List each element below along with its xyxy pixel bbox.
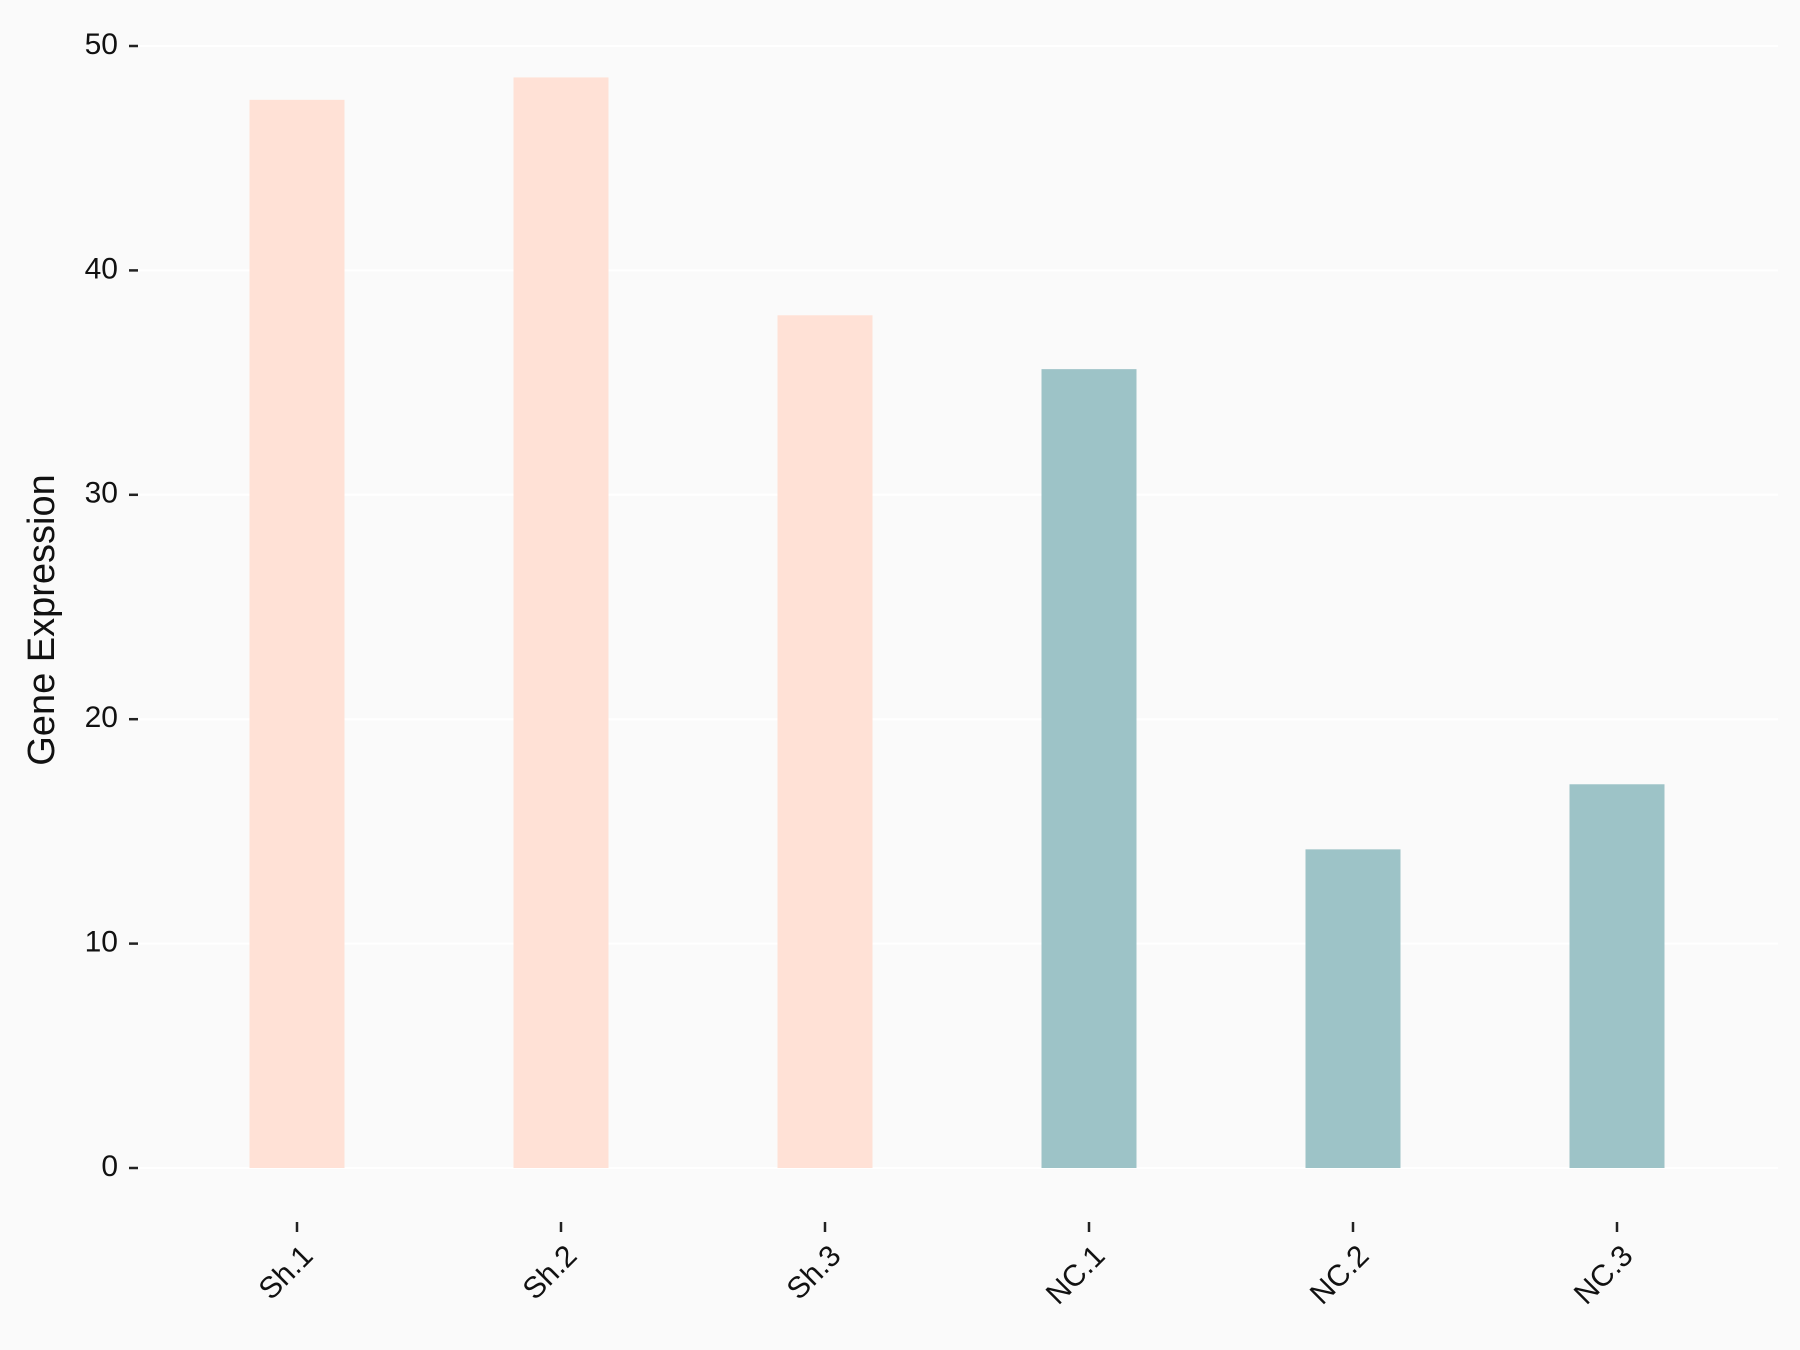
bar: [1305, 849, 1401, 1168]
bar: [1569, 784, 1665, 1168]
bar: [513, 77, 609, 1168]
y-axis-label: Gene Expression: [21, 474, 63, 766]
y-tick-label: 40: [85, 252, 118, 285]
bar: [1041, 369, 1137, 1168]
y-tick-label: 10: [85, 926, 118, 959]
bar: [249, 99, 345, 1169]
y-tick-label: 20: [85, 701, 118, 734]
y-tick-label: 0: [101, 1150, 118, 1183]
y-tick-label: 30: [85, 477, 118, 510]
y-tick-label: 50: [85, 28, 118, 61]
bar: [777, 315, 873, 1168]
